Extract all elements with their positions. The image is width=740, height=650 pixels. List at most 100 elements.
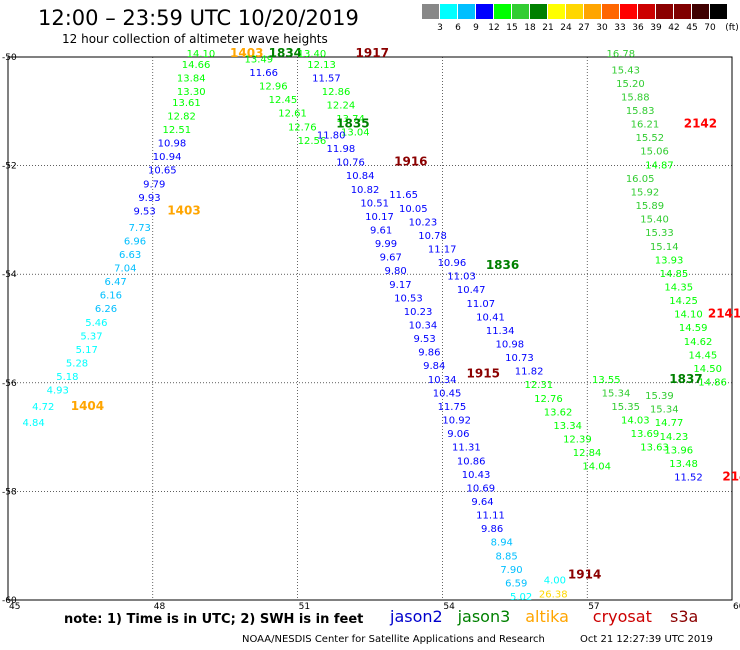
wave-height-value: 15.20 (616, 79, 645, 90)
wave-height-value: 12.45 (269, 95, 298, 106)
pass-time-label: 1403 (167, 203, 200, 217)
colorbar-label: 3 (437, 23, 443, 33)
colorbar-swatch (584, 4, 601, 19)
wave-height-value: 12.96 (259, 82, 288, 93)
pass-time-label: 2141 (708, 307, 740, 321)
colorbar-swatch (494, 4, 511, 19)
wave-height-value: 10.98 (495, 340, 524, 351)
legend-entry-altika: altika (525, 607, 569, 626)
wave-height-value: 10.47 (457, 285, 486, 296)
chart-subtitle: 12 hour collection of altimeter wave hei… (62, 32, 328, 46)
wave-height-value: 9.64 (471, 497, 493, 508)
colorbar-swatch (602, 4, 619, 19)
wave-height-value: 10.45 (433, 388, 462, 399)
colorbar-label: 42 (668, 23, 680, 33)
altimeter-map: 45 48 51 54 57 60 -50 -52 -54 -56 -58 -60 4.84 4.72 4.… (2, 46, 740, 610)
y-tick-label: -50 (2, 53, 17, 63)
pass-time-label: 1836 (486, 258, 519, 272)
pass-time-label: 1916 (394, 155, 427, 169)
wave-height-value: 13.61 (172, 98, 201, 109)
wave-height-value: 10.78 (418, 231, 447, 242)
wave-height-value: 4.84 (22, 418, 44, 429)
wave-height-value: 11.03 (447, 272, 476, 283)
x-tick-label: 54 (443, 602, 455, 610)
wave-height-value: 7.90 (500, 565, 522, 576)
wave-height-value: 4.93 (47, 386, 69, 397)
wave-height-value: 6.26 (95, 304, 117, 315)
wave-height-value: 10.96 (438, 258, 467, 269)
wave-height-value: 10.94 (153, 152, 182, 163)
wave-height-value: 13.55 (592, 375, 621, 386)
wave-height-value: 15.34 (602, 388, 631, 399)
wave-height-value: 14.10 (674, 310, 703, 321)
wave-height-value: 8.94 (491, 538, 513, 549)
pass-time-label: 2142 (684, 117, 717, 131)
wave-height-value: 14.23 (660, 432, 689, 443)
wave-height-value: 13.63 (640, 443, 669, 454)
colorbar-swatch (566, 4, 583, 19)
wave-height-value: 12.31 (524, 380, 553, 391)
colorbar-swatch (440, 4, 457, 19)
wave-height-value: 15.06 (640, 147, 669, 158)
colorbar-swatch (530, 4, 547, 19)
wave-height-value: 10.69 (467, 483, 496, 494)
wave-height-value: 11.80 (317, 130, 346, 141)
wave-height-value: 10.43 (462, 470, 491, 481)
wave-height-value: 13.74 (336, 114, 365, 125)
colorbar-swatch (458, 4, 475, 19)
wave-height-value: 9.86 (481, 524, 503, 535)
wave-height-value: 12.76 (288, 122, 317, 133)
wave-height-value: 13.30 (177, 87, 206, 98)
wave-height-value: 9.86 (418, 348, 440, 359)
wave-height-value: 9.80 (384, 266, 406, 277)
colorbar-swatch (656, 4, 673, 19)
wave-height-value: 5.28 (66, 359, 88, 370)
wave-height-value: 5.02 (510, 592, 532, 603)
wave-height-value: 11.07 (467, 299, 496, 310)
colorbar-label: 36 (632, 23, 644, 33)
wave-height-value: 15.83 (626, 106, 655, 117)
timestamp-text: Oct 21 12:27:39 UTC 2019 (580, 634, 713, 645)
colorbar-label: 21 (542, 23, 554, 33)
wave-height-value: 11.57 (312, 73, 341, 84)
wave-height-value: 11.75 (438, 402, 467, 413)
wave-height-value: 10.84 (346, 171, 375, 182)
wave-height-value: 14.03 (621, 416, 650, 427)
wave-height-value: 10.05 (399, 204, 428, 215)
wave-height-value: 8.85 (495, 551, 517, 562)
wave-height-value: 12.56 (298, 136, 327, 147)
pass-time-label: 1915 (467, 366, 500, 380)
wave-height-value: 10.82 (351, 185, 380, 196)
y-tick-label: -60 (2, 596, 17, 606)
wave-height-value: 9.93 (138, 193, 160, 204)
wave-height-value: 12.39 (563, 435, 592, 446)
wave-height-value: 14.35 (664, 282, 693, 293)
wave-height-value: 10.53 (394, 293, 423, 304)
colorbar-label: 9 (473, 23, 479, 33)
colorbar-label: 24 (560, 23, 572, 33)
y-tick-label: -52 (2, 162, 17, 172)
wave-height-value: 11.11 (476, 511, 505, 522)
wave-height-value: 9.17 (389, 280, 411, 291)
wave-height-value: 6.63 (119, 250, 141, 261)
wave-height-value: 14.77 (655, 418, 684, 429)
wave-height-value: 15.89 (635, 201, 664, 212)
wave-height-value: 9.84 (423, 361, 445, 372)
colorbar-label: 15 (506, 23, 518, 33)
wave-height-value: 14.50 (693, 364, 722, 375)
wave-height-value: 11.17 (428, 244, 457, 255)
legend-entry-s3a: s3a (670, 607, 699, 626)
wave-height-value: 10.34 (409, 321, 438, 332)
wave-height-value: 14.59 (679, 323, 708, 334)
wave-height-value: 10.17 (365, 212, 394, 223)
wave-height-value: 14.25 (669, 296, 698, 307)
x-tick-label: 57 (588, 602, 599, 610)
wave-height-value: 14.45 (689, 350, 718, 361)
wave-height-value: 15.52 (635, 133, 664, 144)
x-tick-label: 48 (154, 602, 166, 610)
wave-height-value: 6.96 (124, 236, 146, 247)
pass-time-label: 2140 (722, 470, 740, 484)
wave-height-value: 4.72 (32, 402, 54, 413)
wave-height-value: 9.67 (380, 253, 402, 264)
colorbar-swatch (476, 4, 493, 19)
